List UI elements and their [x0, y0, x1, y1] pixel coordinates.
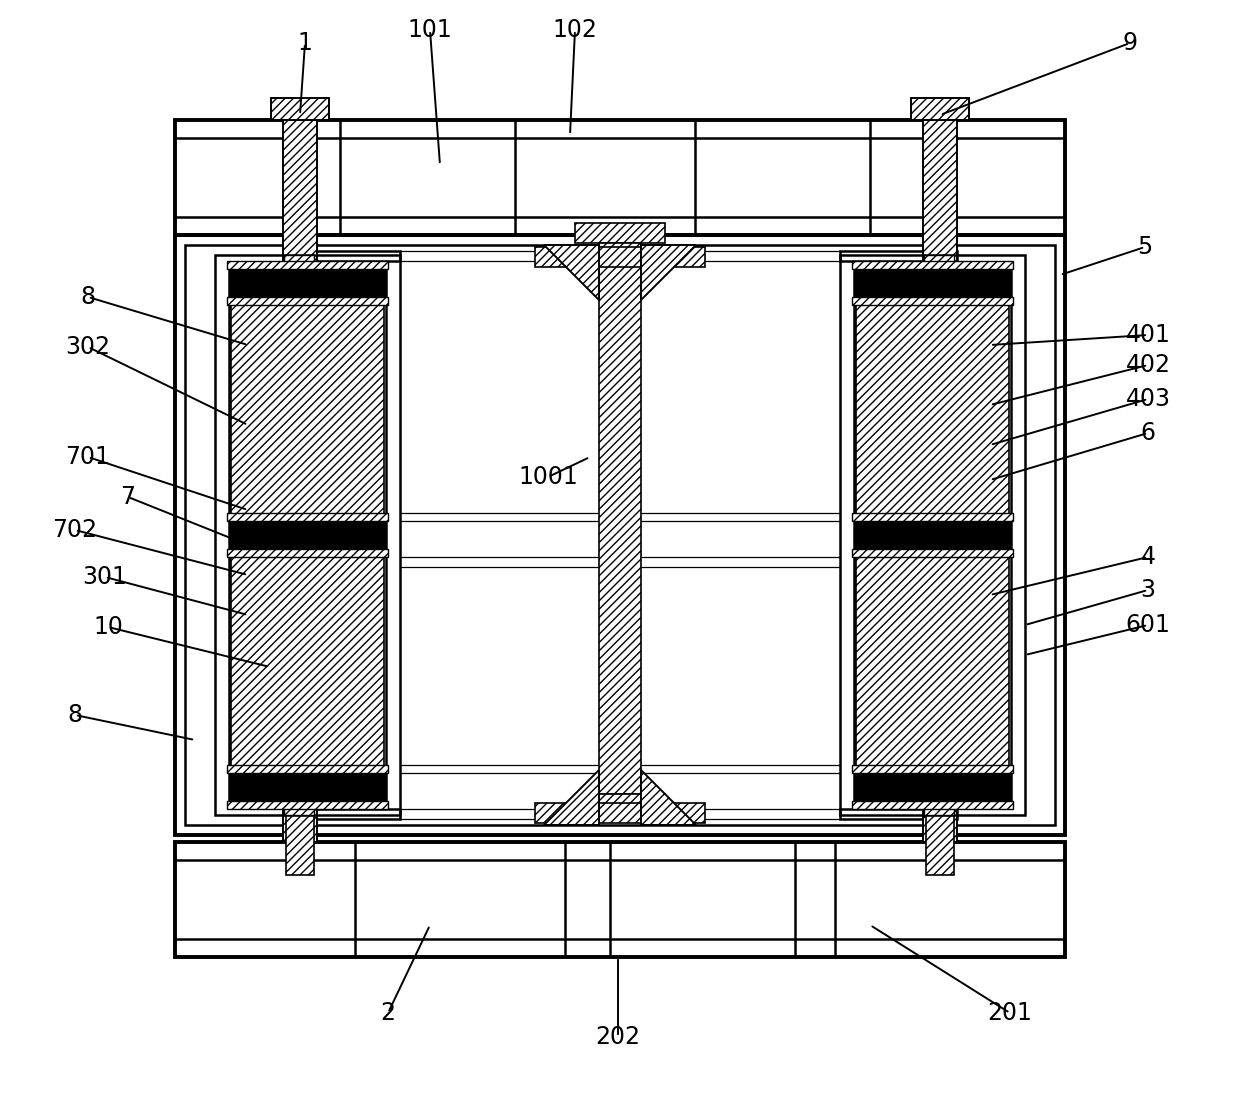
- Bar: [283, 120, 317, 842]
- Bar: [926, 815, 954, 875]
- Bar: [229, 774, 386, 801]
- Bar: [227, 765, 388, 774]
- Bar: [229, 520, 386, 549]
- Bar: [215, 255, 401, 815]
- Text: 701: 701: [66, 445, 110, 469]
- Text: 101: 101: [408, 18, 453, 42]
- Bar: [286, 815, 314, 875]
- Bar: [284, 255, 314, 815]
- Text: 702: 702: [52, 518, 98, 541]
- Text: 601: 601: [1126, 613, 1171, 636]
- Text: 6: 6: [1141, 421, 1156, 445]
- Text: 1001: 1001: [518, 465, 578, 490]
- Bar: [534, 248, 706, 267]
- Bar: [854, 269, 1011, 801]
- Bar: [227, 261, 388, 269]
- Bar: [283, 251, 401, 261]
- Bar: [185, 245, 1055, 825]
- Bar: [852, 513, 1013, 520]
- Text: 8: 8: [67, 703, 83, 727]
- Bar: [852, 765, 1013, 774]
- Bar: [227, 549, 388, 557]
- Bar: [856, 549, 1009, 773]
- Bar: [175, 120, 1065, 235]
- Text: 10: 10: [93, 615, 123, 639]
- Bar: [854, 774, 1011, 801]
- Bar: [231, 297, 384, 520]
- Polygon shape: [641, 770, 696, 825]
- Bar: [839, 809, 957, 819]
- Text: 401: 401: [1126, 323, 1171, 347]
- Bar: [854, 520, 1011, 549]
- Polygon shape: [641, 245, 696, 299]
- Bar: [854, 520, 1011, 549]
- Bar: [229, 774, 386, 801]
- Text: 302: 302: [66, 335, 110, 359]
- Polygon shape: [544, 245, 599, 299]
- Text: 201: 201: [987, 1001, 1033, 1025]
- Text: 301: 301: [83, 565, 128, 589]
- Bar: [854, 269, 1011, 297]
- Bar: [283, 809, 401, 819]
- Bar: [852, 261, 1013, 269]
- Text: 2: 2: [381, 1001, 396, 1025]
- Bar: [923, 120, 957, 842]
- Bar: [175, 235, 1065, 835]
- Bar: [175, 842, 1065, 957]
- Bar: [575, 223, 665, 243]
- Bar: [599, 243, 641, 794]
- Bar: [924, 255, 954, 815]
- Bar: [534, 803, 706, 823]
- Text: 402: 402: [1126, 352, 1171, 377]
- Text: 202: 202: [595, 1025, 641, 1049]
- Text: 7: 7: [120, 485, 135, 509]
- Bar: [839, 255, 1025, 815]
- Bar: [227, 801, 388, 809]
- Text: 3: 3: [1141, 578, 1156, 602]
- Bar: [911, 98, 968, 120]
- Text: 1: 1: [298, 31, 312, 55]
- Bar: [227, 297, 388, 305]
- Bar: [852, 801, 1013, 809]
- Text: 102: 102: [553, 18, 598, 42]
- Polygon shape: [544, 770, 599, 825]
- Bar: [272, 98, 329, 120]
- Bar: [229, 269, 386, 297]
- Bar: [854, 774, 1011, 801]
- Bar: [852, 297, 1013, 305]
- Bar: [575, 794, 665, 814]
- Text: 4: 4: [1141, 545, 1156, 569]
- Bar: [854, 269, 1011, 297]
- Text: 9: 9: [1122, 31, 1137, 55]
- Bar: [839, 251, 957, 261]
- Text: 403: 403: [1126, 387, 1171, 411]
- Bar: [227, 513, 388, 520]
- Text: 5: 5: [1137, 235, 1153, 259]
- Bar: [856, 297, 1009, 520]
- Text: 8: 8: [81, 285, 95, 309]
- Bar: [229, 520, 386, 549]
- Bar: [231, 549, 384, 773]
- Bar: [229, 269, 386, 801]
- Bar: [852, 549, 1013, 557]
- Bar: [229, 269, 386, 297]
